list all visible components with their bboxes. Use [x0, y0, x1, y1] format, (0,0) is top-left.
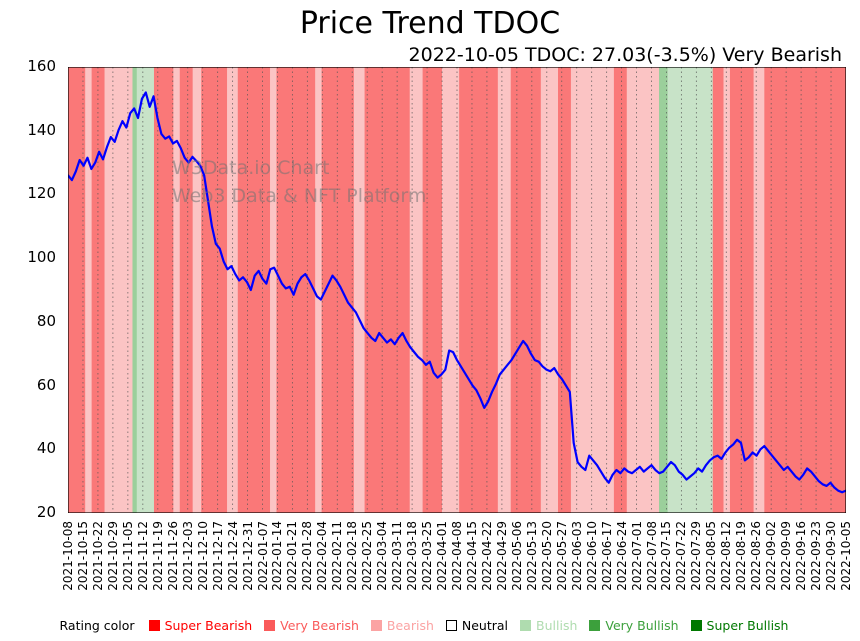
- page-title: Price Trend TDOC: [299, 6, 561, 41]
- x-tick-label: 2022-08-05: [704, 521, 719, 591]
- legend-swatch-icon: [445, 619, 457, 631]
- legend-label: Bearish: [386, 617, 434, 633]
- y-tick-label: 160: [27, 57, 56, 75]
- x-tick-label: 2022-09-09: [779, 521, 794, 591]
- x-tick-label: 2021-10-15: [75, 521, 90, 591]
- x-tick-label: 2022-01-14: [270, 521, 285, 591]
- plot-area[interactable]: W3Data.io Chart Web3 Data & NFT Platform: [68, 67, 846, 513]
- x-tick-label: 2022-03-04: [375, 521, 390, 591]
- x-tick-label: 2022-04-15: [464, 521, 479, 591]
- y-tick-label: 80: [36, 311, 56, 330]
- legend-entry[interactable]: Neutral: [445, 617, 509, 633]
- legend-entry[interactable]: Bearish: [370, 617, 434, 633]
- x-tick-label: 2022-04-08: [450, 521, 464, 591]
- legend-swatch-icon: [148, 619, 160, 631]
- x-tick-label: 2022-06-24: [614, 521, 629, 591]
- x-tick-label: 2022-06-10: [584, 521, 599, 591]
- y-tick-label: 20: [36, 503, 56, 521]
- x-tick-label: 2021-10-22: [90, 521, 105, 591]
- x-tick-label: 2022-08-12: [719, 521, 734, 591]
- x-tick-label: 2022-08-19: [734, 521, 749, 591]
- x-tick-label: 2022-09-16: [794, 521, 809, 591]
- legend-label: Very Bullish: [605, 617, 679, 633]
- x-tick-label: 2021-12-03: [180, 521, 195, 591]
- legend-entry[interactable]: Very Bearish: [264, 618, 359, 633]
- y-axis-tick-labels: 20 40 60 80 100 120 140 160: [12, 59, 56, 520]
- legend-label: Very Bearish: [280, 617, 359, 633]
- price-line-path: [68, 91, 846, 494]
- x-tick-label: 2022-01-21: [285, 521, 300, 591]
- x-tick-label: 2021-11-19: [150, 521, 165, 591]
- y-tick-label: 40: [36, 439, 56, 458]
- x-tick-label: 2021-12-31: [240, 521, 255, 591]
- x-tick-label: 2022-02-25: [360, 521, 375, 591]
- x-tick-label: 2022-04-29: [494, 521, 509, 591]
- x-tick-label: 2022-01-07: [255, 521, 270, 591]
- x-tick-label: 2022-09-23: [809, 521, 824, 591]
- x-tick-label: 2022-04-01: [435, 521, 450, 591]
- x-tick-label: 2022-03-18: [405, 521, 420, 591]
- x-tick-label: 2021-11-26: [165, 521, 180, 591]
- legend-label: Super Bullish: [706, 617, 789, 633]
- y-tick-label: 140: [27, 120, 56, 139]
- x-tick-label: 2022-07-22: [674, 521, 689, 591]
- x-tick-label: 2022-06-17: [599, 521, 614, 591]
- price-line-chart: [68, 67, 846, 513]
- x-tick-label: 2021-12-10: [195, 521, 210, 591]
- chart-subtitle: 2022-10-05 TDOC: 27.03(-3.5%) Very Beari…: [408, 44, 842, 66]
- x-tick-label: 2022-07-29: [689, 521, 704, 591]
- x-tick-label: 2021-10-29: [105, 521, 120, 591]
- x-tick-label: 2022-04-22: [479, 521, 494, 591]
- legend-swatch-icon: [264, 619, 276, 631]
- x-tick-label: 2021-10-08: [61, 521, 75, 591]
- price-series-line: [68, 91, 846, 494]
- x-axis-tick-labels: 2021-10-08 2021-10-15 2021-10-22 2021-10-29…: [61, 513, 853, 613]
- legend: Rating color Super Bearish Very Bearish Be…: [0, 614, 860, 636]
- rating-band: [132, 67, 140, 513]
- x-tick-label: 2022-07-08: [644, 521, 659, 591]
- legend-swatch-icon: [690, 619, 702, 631]
- x-tick-label: 2021-12-17: [210, 521, 225, 591]
- y-tick-label: 60: [36, 375, 56, 394]
- legend-title: Rating color: [59, 617, 135, 633]
- x-tick-label: 2022-05-06: [509, 521, 524, 591]
- legend-label: Neutral: [461, 617, 509, 633]
- legend-entry[interactable]: Very Bullish: [589, 617, 679, 633]
- x-tick-label: 2022-08-26: [749, 521, 764, 591]
- legend-swatch-icon: [370, 619, 382, 631]
- legend-label: Bullish: [536, 617, 578, 633]
- legend-entry[interactable]: Super Bearish: [148, 617, 253, 633]
- x-tick-label: 2022-07-15: [659, 521, 674, 591]
- y-tick-label: 100: [27, 248, 56, 267]
- x-tick-label: 2022-01-28: [300, 521, 315, 591]
- x-tick-label: 2022-07-01: [629, 521, 644, 591]
- y-tick-label: 120: [27, 184, 56, 203]
- x-tick-label: 2022-05-27: [554, 521, 569, 591]
- x-tick-label: 2022-02-04: [315, 521, 330, 591]
- legend-entry[interactable]: Bullish: [520, 618, 577, 633]
- legend-label: Super Bearish: [164, 617, 253, 633]
- x-tick-label: 2022-03-25: [420, 521, 435, 591]
- x-tick-label: 2022-10-05: [839, 521, 853, 591]
- x-tick-label: 2022-03-11: [390, 521, 405, 591]
- rating-band: [764, 67, 810, 513]
- x-tick-label: 2022-09-30: [824, 521, 839, 591]
- x-tick-label: 2022-06-03: [569, 521, 584, 591]
- x-tick-label: 2022-09-02: [764, 521, 779, 591]
- legend-swatch-icon: [589, 619, 601, 631]
- x-tick-label: 2021-11-05: [120, 521, 135, 591]
- legend-swatch-icon: [520, 619, 532, 631]
- legend-entry[interactable]: Super Bullish: [690, 617, 789, 633]
- x-tick-label: 2022-02-18: [345, 521, 360, 591]
- x-tick-label: 2022-05-20: [539, 521, 554, 591]
- x-tick-label: 2022-05-13: [524, 521, 539, 591]
- x-tick-label: 2022-02-11: [330, 521, 345, 591]
- rating-band-layer: [68, 67, 846, 513]
- x-tick-label: 2021-12-24: [225, 521, 240, 591]
- x-tick-label: 2021-11-12: [135, 521, 150, 591]
